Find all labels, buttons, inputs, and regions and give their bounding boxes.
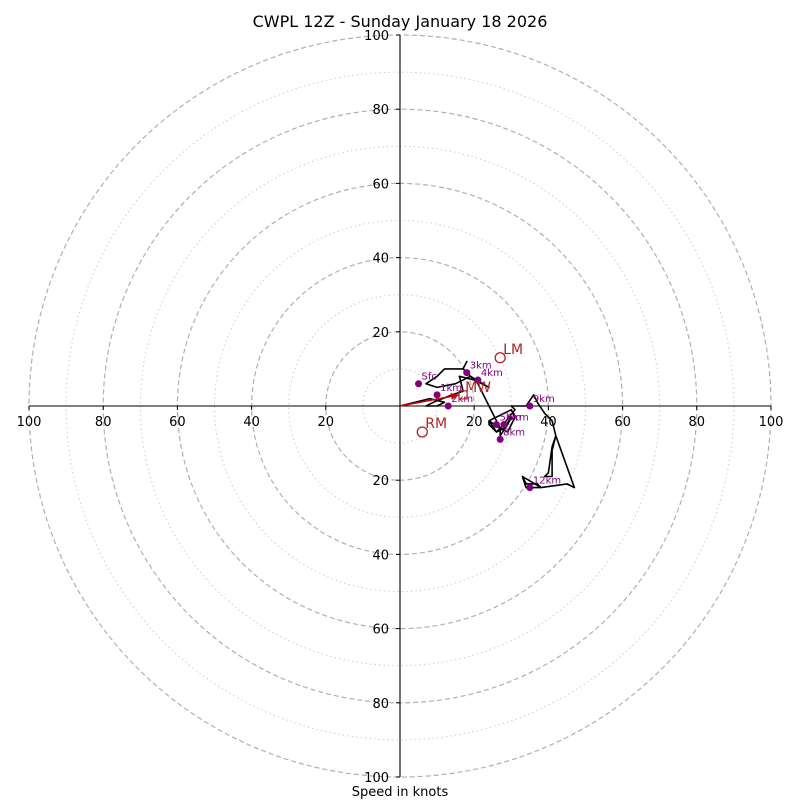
x-axis-label: Speed in knots (352, 785, 449, 800)
hodograph-trace (399, 360, 576, 489)
storm-motion-label-MW: MW (465, 380, 491, 396)
height-label-1km: 1km (440, 383, 462, 394)
x-tick-label: 40 (243, 415, 260, 430)
x-tick-label: 20 (466, 415, 483, 430)
height-label-4km: 4km (481, 368, 503, 379)
height-label-5km: 5km (499, 413, 521, 424)
height-point-6km (500, 421, 508, 429)
y-tick-label: 20 (372, 474, 389, 489)
height-label-8km: 8km (503, 427, 525, 438)
height-point-3km (463, 369, 471, 377)
height-point-8km (496, 435, 504, 443)
height-label-3km: 3km (470, 361, 492, 372)
x-tick-label: 80 (689, 415, 706, 430)
height-point-9km (526, 402, 534, 410)
storm-motion-MW (458, 390, 468, 400)
shear-vector (399, 394, 460, 407)
storm-motion-LM (494, 352, 506, 364)
y-tick-label: 60 (372, 177, 389, 192)
shear-arrowhead (450, 392, 460, 400)
height-label-2km: 2km (451, 394, 473, 405)
y-tick-label: 80 (372, 103, 389, 118)
height-point-2km (444, 402, 452, 410)
x-tick-label: 100 (759, 415, 784, 430)
height-label-6km: 6km (507, 413, 529, 424)
storm-motion-label-RM: RM (425, 416, 447, 432)
x-tick-label: 100 (17, 415, 42, 430)
x-tick-label: 40 (540, 415, 557, 430)
height-label-9km: 9km (533, 394, 555, 405)
x-tick-label: 60 (169, 415, 186, 430)
height-point-5km (492, 421, 500, 429)
x-tick-label: 80 (95, 415, 112, 430)
y-tick-label: 40 (372, 548, 389, 563)
height-point-1km (433, 391, 441, 399)
chart-title: CWPL 12Z - Sunday January 18 2026 (253, 12, 548, 31)
y-tick-label: 100 (364, 771, 389, 786)
y-tick-label: 20 (372, 326, 389, 341)
x-tick-label: 60 (614, 415, 631, 430)
height-point-12km (526, 484, 534, 492)
x-tick-label: 20 (318, 415, 335, 430)
y-tick-label: 60 (372, 623, 389, 638)
storm-motion-RM (416, 426, 428, 438)
y-tick-label: 80 (372, 697, 389, 712)
y-tick-label: 100 (364, 29, 389, 44)
height-point-4km (474, 376, 482, 384)
height-point-Sfc (415, 380, 423, 388)
tick-labels: 100 80 60 40 20 20 40 60 80 100 100 80 60 40 20 20 40 60 8… (17, 29, 784, 786)
height-label-12km: 12km (533, 476, 561, 487)
height-label-Sfc: Sfc (422, 372, 437, 383)
storm-motion-label-LM: LM (503, 342, 523, 358)
y-tick-label: 40 (372, 252, 389, 267)
